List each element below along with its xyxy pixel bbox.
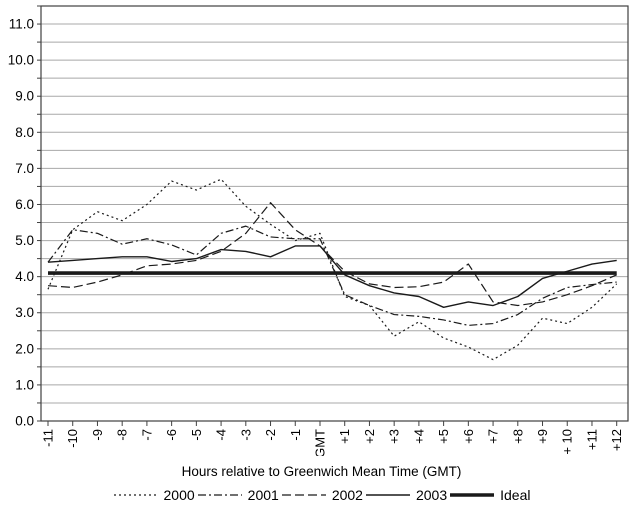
- y-axis-tick-label: 8.0: [15, 125, 34, 140]
- legend-item-ideal: Ideal: [449, 487, 530, 503]
- y-axis-tick-label: 1.0: [15, 377, 34, 392]
- legend-label: 2002: [331, 487, 363, 503]
- x-axis-tick-label: +9: [535, 429, 550, 444]
- y-axis-tick-label: 7.0: [15, 161, 34, 176]
- legend-item-2003: 2003: [365, 487, 447, 503]
- x-axis-tick-label: -3: [238, 429, 253, 441]
- series-line-2000: [47, 178, 618, 361]
- legend-item-2002: 2002: [281, 487, 363, 503]
- legend-item-2001: 2001: [197, 487, 279, 503]
- x-axis-tick-label: -11: [41, 429, 56, 447]
- x-axis-tick-label: -2: [263, 429, 278, 441]
- legend-label: 2001: [247, 487, 279, 503]
- legend-line-sample: [113, 494, 158, 496]
- y-axis-tick-label: 5.0: [15, 233, 34, 248]
- legend-item-2000: 2000: [113, 487, 195, 503]
- x-axis-tick-label: +7: [486, 429, 501, 444]
- chart-legend: 2000 2001 2002 2003 Ideal: [0, 487, 643, 503]
- y-axis-tick-label: 10.0: [8, 53, 34, 68]
- series-line-2003: [47, 245, 617, 309]
- y-axis-tick-label: 6.0: [15, 197, 34, 212]
- y-axis-tick-label: 2.0: [15, 341, 34, 356]
- y-axis-tick-label: 4.0: [15, 269, 34, 284]
- x-axis-tick-label: +6: [461, 429, 476, 444]
- legend-line-sample: [197, 494, 242, 496]
- plot-border: [40, 5, 629, 422]
- legend-label: 2000: [163, 487, 195, 503]
- x-axis-tick-label: +1: [337, 429, 352, 444]
- x-axis-tick-label: -9: [90, 429, 105, 441]
- x-axis-tick-label: -1: [288, 429, 303, 441]
- legend-line-sample: [365, 494, 410, 496]
- x-axis-title: Hours relative to Greenwich Mean Time (G…: [181, 464, 462, 479]
- series-line-2002: [47, 202, 617, 307]
- x-axis-tick-label: -7: [139, 429, 154, 441]
- legend-line-sample: [450, 493, 495, 497]
- x-axis-tick-label: -5: [189, 429, 204, 441]
- x-axis-tick-label: + 10: [560, 429, 575, 455]
- x-axis-tick-label: +2: [362, 429, 377, 444]
- y-axis-tick-label: 11.0: [9, 17, 34, 32]
- legend-label: 2003: [415, 487, 448, 503]
- x-axis-tick-label: GMT: [312, 429, 327, 456]
- x-axis-tick-label: -10: [65, 429, 80, 448]
- x-axis-tick-label: +4: [411, 429, 426, 444]
- x-axis-tick-label: +8: [510, 429, 525, 444]
- series-line-2001: [47, 225, 617, 326]
- x-axis-tick-label: +3: [387, 429, 402, 444]
- legend-label: Ideal: [500, 487, 531, 503]
- y-axis-tick-label: 0.0: [15, 414, 34, 429]
- plot-area: 0.0 1.0 2.0 3.0 4.0 5.0 6.0 7.0 8.0 9.0 10.0 11.0 -1…: [8, 5, 629, 458]
- y-axis-tick-label: 3.0: [15, 305, 34, 320]
- x-axis-tick-label: -8: [115, 429, 130, 441]
- y-axis-tick-label: 9.0: [15, 89, 34, 104]
- x-axis-tick-label: -6: [164, 429, 179, 441]
- x-axis-tick-label: +11: [584, 429, 599, 450]
- legend-line-sample: [281, 494, 326, 496]
- x-axis-tick-label: +12: [609, 429, 624, 451]
- x-axis-tick-label: +5: [436, 429, 451, 444]
- x-axis-tick-label: -4: [214, 429, 229, 441]
